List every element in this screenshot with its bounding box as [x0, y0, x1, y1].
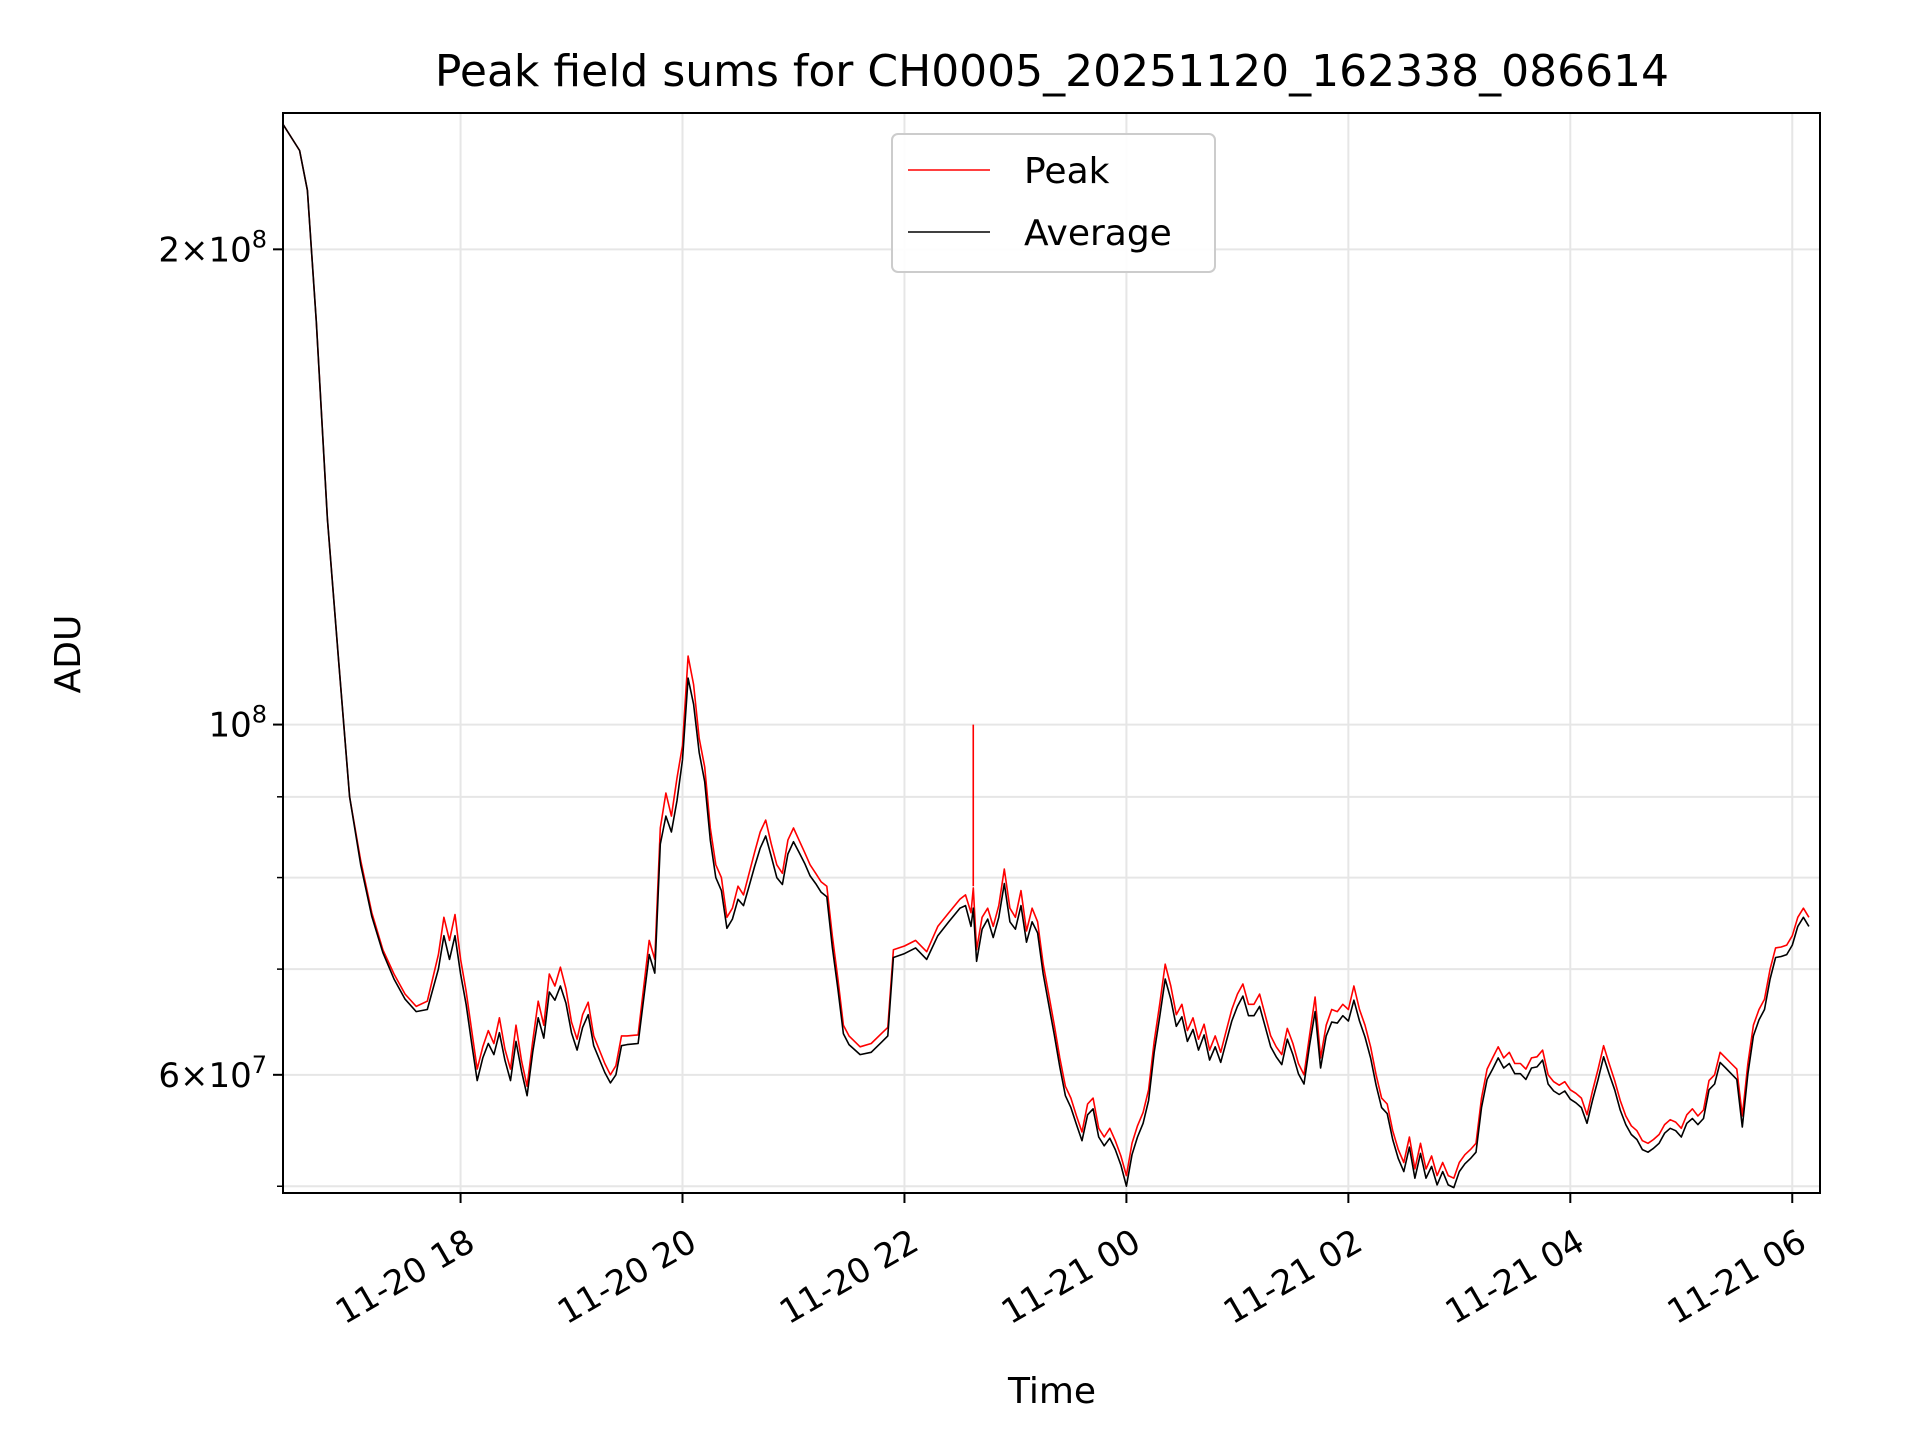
y-tick-exponent: 8 [252, 225, 267, 253]
y-tick-base: 2 [158, 230, 180, 270]
x-axis-label: Time [1007, 1371, 1096, 1412]
legend-average-label: Average [1024, 213, 1172, 254]
y-tick-exponent: 7 [252, 1051, 267, 1079]
y-tick-exponent: 8 [252, 701, 267, 729]
y-tick-label: 6×107 [158, 1051, 267, 1096]
y-tick-label: 108 [208, 701, 267, 746]
y-tick-times: × [180, 1056, 209, 1096]
series-line-peak [282, 123, 1810, 1179]
y-tick-times: × [180, 230, 209, 270]
legend: Peak Average [891, 133, 1216, 273]
series-line-average [282, 123, 1810, 1189]
series-lines [282, 123, 1810, 1189]
legend-box [891, 133, 1216, 273]
y-tick-mantissa: 10 [208, 230, 251, 270]
y-tick-label: 2×108 [158, 225, 267, 270]
legend-peak-label: Peak [1024, 151, 1110, 192]
y-tick-mantissa: 10 [208, 706, 251, 746]
chart-title: Peak field sums for CH0005_20251120_1623… [435, 46, 1669, 97]
plot-frame [282, 112, 1821, 1194]
y-axis-label: ADU [48, 615, 89, 694]
y-tick-mantissa: 10 [208, 1056, 251, 1096]
y-tick-base: 6 [158, 1056, 180, 1096]
